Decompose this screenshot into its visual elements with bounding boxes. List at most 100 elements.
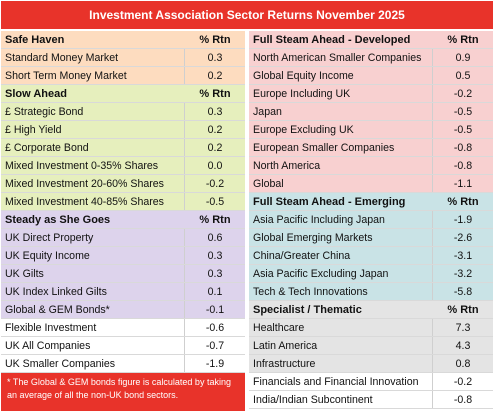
sector-return: -0.8 [453,141,473,154]
sector-name: £ Corporate Bond [5,141,89,154]
table-row: Healthcare 7.3 [249,319,493,337]
table-row: £ High Yield 0.2 [1,121,245,139]
sector-name: Mixed Investment 0-35% Shares [5,159,159,172]
sector-return: -0.5 [205,195,225,208]
sector-name: Global & GEM Bonds* [5,303,110,316]
sector-name: UK Smaller Companies [5,357,116,370]
sector-name: UK Gilts [5,267,44,280]
sector-name: North America [253,159,321,172]
table-row: Mixed Investment 0-35% Shares 0.0 [1,157,245,175]
section-title: Full Steam Ahead - Emerging [253,195,406,208]
sector-return: -1.1 [453,177,473,190]
sector-name: Short Term Money Market [5,69,127,82]
sector-name: Asia Pacific Excluding Japan [253,267,389,280]
table-row: Japan -0.5 [249,103,493,121]
sector-name: Global [253,177,284,190]
sector-name: Global Emerging Markets [253,231,373,244]
table-row: North America -0.8 [249,157,493,175]
section-header-full-steam-ahead-developed: Full Steam Ahead - Developed % Rtn [249,31,493,49]
sector-name: Standard Money Market [5,51,119,64]
table-row: Infrastructure 0.8 [249,355,493,373]
section-title: Slow Ahead [5,87,67,100]
sector-name: Latin America [253,339,318,352]
sector-return: 0.2 [207,141,223,154]
sector-return: 0.3 [207,105,223,118]
sector-return: 0.3 [207,51,223,64]
sector-name: Healthcare [253,321,305,334]
sector-return: -0.2 [205,177,225,190]
table-row: Latin America 4.3 [249,337,493,355]
sector-return: -1.9 [453,213,473,226]
sector-name: Mixed Investment 40-85% Shares [5,195,164,208]
sector-return: 4.3 [455,339,471,352]
sector-return: -3.2 [453,267,473,280]
sector-return: 0.6 [207,231,223,244]
sector-return: -0.6 [205,321,225,334]
table-row: UK Smaller Companies -1.9 [1,355,245,373]
sector-name: Europe Excluding UK [253,123,354,136]
table-row: Global -1.1 [249,175,493,193]
sector-name: Global Equity Income [253,69,354,82]
sector-return: -0.8 [453,393,473,406]
sector-return: -5.8 [453,285,473,298]
sector-return: 0.0 [207,159,223,172]
sector-name: £ High Yield [5,123,62,136]
table-row: UK All Companies -0.7 [1,337,245,355]
section-header-specialist-thematic: Specialist / Thematic % Rtn [249,301,493,319]
table-row: Europe Including UK -0.2 [249,85,493,103]
sector-return: -0.2 [453,375,473,388]
table-row: Asia Pacific Including Japan -1.9 [249,211,493,229]
table-row: Tech & Tech Innovations -5.8 [249,283,493,301]
sector-name: £ Strategic Bond [5,105,84,118]
sector-name: India/Indian Subcontinent [253,393,373,406]
sector-name: Asia Pacific Including Japan [253,213,385,226]
table-row: UK Direct Property 0.6 [1,229,245,247]
sector-name: Japan [253,105,282,118]
column-label: % Rtn [447,303,479,316]
column-label: % Rtn [447,33,479,46]
table-row: Asia Pacific Excluding Japan -3.2 [249,265,493,283]
section-header-slow-ahead: Slow Ahead % Rtn [1,85,245,103]
section-title: Steady as She Goes [5,213,111,226]
sector-return: 0.2 [207,123,223,136]
sector-return: -3.1 [453,249,473,262]
sector-return: 0.2 [207,69,223,82]
section-title: Specialist / Thematic [253,303,362,316]
sector-return: -0.2 [453,87,473,100]
table-row: Short Term Money Market 0.2 [1,67,245,85]
sector-name: Tech & Tech Innovations [253,285,368,298]
sector-name: UK All Companies [5,339,91,352]
sector-return: 0.1 [207,285,223,298]
sector-return: 0.3 [207,249,223,262]
section-title: Safe Haven [5,33,65,46]
left-column: Safe Haven% Rtn Standard Money Market 0.3 S… [1,31,245,373]
column-label: % Rtn [199,33,231,46]
table-row: £ Corporate Bond 0.2 [1,139,245,157]
section-title: Full Steam Ahead - Developed [253,33,411,46]
sector-name: North American Smaller Companies [253,51,422,64]
table-row: European Smaller Companies -0.8 [249,139,493,157]
right-column: Full Steam Ahead - Developed % Rtn North A… [249,31,493,409]
section-header-full-steam-ahead-emerging: Full Steam Ahead - Emerging % Rtn [249,193,493,211]
table-row: Global Equity Income 0.5 [249,67,493,85]
table-row: UK Equity Income 0.3 [1,247,245,265]
section-header-steady-as-she-goes: Steady as She Goes % Rtn [1,211,245,229]
sector-return: -0.7 [205,339,225,352]
table-row: Global & GEM Bonds* -0.1 [1,301,245,319]
table-row: Standard Money Market 0.3 [1,49,245,67]
sector-return: -2.6 [453,231,473,244]
sector-name: UK Direct Property [5,231,94,244]
sector-return: -0.5 [453,123,473,136]
table-row: Financials and Financial Innovation -0.2 [249,373,493,391]
sector-name: European Smaller Companies [253,141,395,154]
table-row: China/Greater China -3.1 [249,247,493,265]
table-title: Investment Association Sector Returns No… [1,1,493,29]
column-label: % Rtn [199,213,231,226]
sector-return: 0.8 [455,357,471,370]
sector-name: UK Equity Income [5,249,90,262]
sector-name: China/Greater China [253,249,351,262]
sector-return: -0.1 [205,303,225,316]
sector-return: -0.8 [453,159,473,172]
footnote: * The Global & GEM bonds figure is calcu… [1,373,245,411]
